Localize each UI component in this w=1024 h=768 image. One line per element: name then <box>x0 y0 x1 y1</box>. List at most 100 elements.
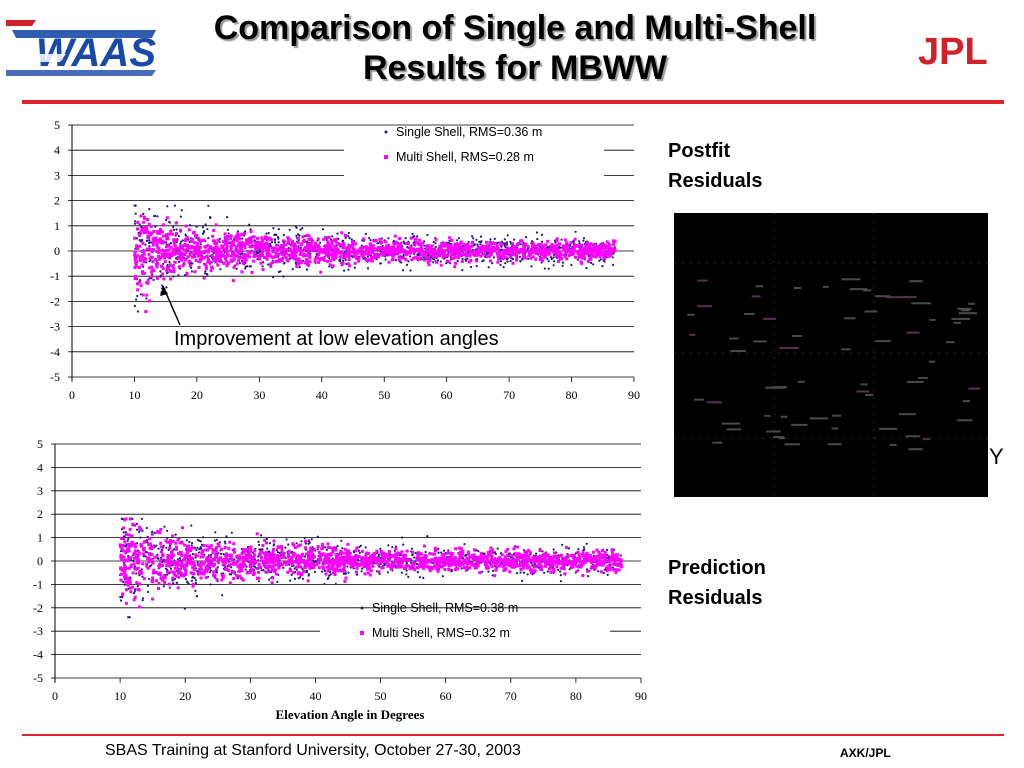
data-point <box>287 558 291 562</box>
data-point <box>133 595 137 599</box>
data-point <box>502 266 505 269</box>
y-tick-label: 3 <box>54 168 60 182</box>
data-point <box>266 242 270 246</box>
data-point <box>144 228 148 232</box>
data-point <box>484 247 488 251</box>
data-point <box>183 242 187 246</box>
data-point <box>244 568 247 571</box>
data-point <box>158 237 162 241</box>
data-point <box>237 258 241 262</box>
data-point <box>179 252 183 256</box>
data-point <box>147 252 151 256</box>
data-point <box>156 530 159 534</box>
data-point <box>147 231 151 235</box>
data-point <box>167 561 171 565</box>
data-point <box>161 575 165 579</box>
data-point <box>506 234 509 237</box>
data-point <box>487 266 490 269</box>
data-point <box>467 247 471 251</box>
data-point <box>245 571 249 575</box>
data-point <box>596 246 600 250</box>
data-point <box>177 265 181 269</box>
data-point <box>236 577 239 580</box>
data-point <box>524 256 528 260</box>
data-point <box>228 563 231 567</box>
data-point <box>401 554 405 558</box>
data-point <box>198 245 202 249</box>
data-point <box>185 539 188 542</box>
data-point <box>221 244 225 248</box>
data-point <box>155 579 159 583</box>
data-point <box>167 244 171 248</box>
data-point <box>443 563 447 567</box>
data-point <box>261 254 265 257</box>
data-point <box>361 556 365 560</box>
data-point <box>280 252 284 256</box>
data-point <box>347 552 351 556</box>
data-point <box>241 578 245 582</box>
data-point <box>324 546 327 549</box>
data-point <box>589 250 593 254</box>
data-point <box>247 255 251 259</box>
data-point <box>129 576 132 579</box>
data-point <box>139 536 142 539</box>
data-point <box>257 559 260 562</box>
data-point <box>298 565 302 569</box>
data-point <box>176 252 180 256</box>
data-point <box>347 258 351 262</box>
data-point <box>257 243 261 247</box>
data-point <box>481 558 485 562</box>
data-point <box>195 225 198 228</box>
data-point <box>219 268 222 271</box>
data-point <box>193 241 197 244</box>
data-point <box>276 551 279 554</box>
data-point <box>331 250 335 254</box>
data-point <box>603 244 607 248</box>
data-point <box>541 259 545 263</box>
data-point <box>553 248 557 252</box>
data-point <box>217 251 221 255</box>
data-point <box>417 256 421 260</box>
data-point <box>270 570 273 574</box>
data-point <box>453 250 457 253</box>
data-point <box>136 254 140 258</box>
data-point <box>580 256 584 260</box>
data-point <box>169 277 173 281</box>
data-point <box>156 238 160 242</box>
data-point <box>384 240 388 244</box>
data-point <box>164 245 168 249</box>
data-point <box>184 553 188 557</box>
data-point <box>496 560 500 564</box>
data-point <box>490 558 494 561</box>
data-point <box>528 568 532 572</box>
data-point <box>610 247 614 251</box>
y-tick-label: -3 <box>33 624 43 638</box>
data-point <box>407 575 410 578</box>
data-point <box>136 294 139 298</box>
data-point <box>538 561 542 565</box>
data-point <box>569 244 572 247</box>
data-point <box>299 560 302 564</box>
data-point <box>206 548 209 552</box>
data-point <box>146 218 149 221</box>
data-point <box>512 547 516 551</box>
data-point <box>403 559 407 562</box>
data-point <box>144 310 148 313</box>
data-point <box>195 595 198 598</box>
data-point <box>179 228 182 232</box>
data-point <box>580 243 584 247</box>
data-point <box>470 244 474 248</box>
data-point <box>121 568 124 572</box>
data-point <box>343 269 346 272</box>
data-point <box>419 556 423 560</box>
data-point <box>217 557 221 561</box>
data-point <box>138 574 141 577</box>
data-point <box>252 255 256 259</box>
data-point <box>433 557 437 560</box>
data-point <box>254 559 257 563</box>
data-point <box>377 246 380 249</box>
data-point <box>338 243 342 246</box>
data-point <box>225 556 229 560</box>
data-point <box>126 578 130 582</box>
data-point <box>267 249 270 253</box>
